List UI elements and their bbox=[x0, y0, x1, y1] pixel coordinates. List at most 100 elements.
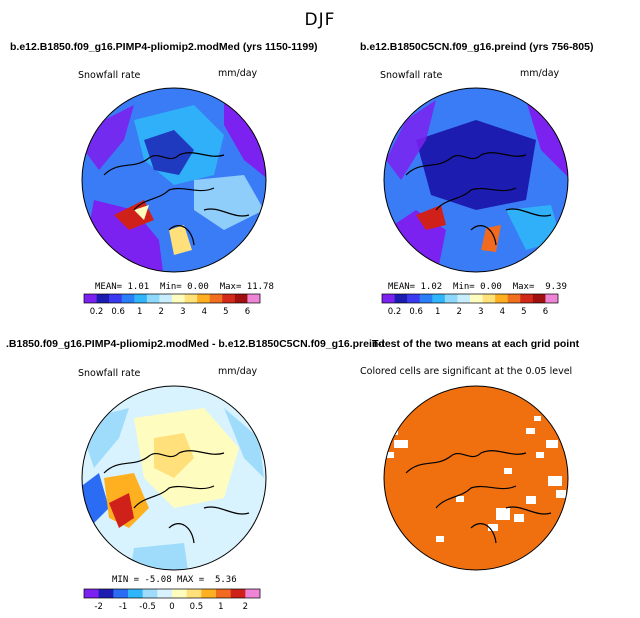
colorbar-tick-label: 2 bbox=[243, 602, 248, 612]
colorbar-tick-label: -1 bbox=[119, 602, 127, 612]
europe-decrease bbox=[84, 408, 129, 468]
colorbar-swatch bbox=[216, 589, 231, 598]
colorbar-swatch bbox=[382, 294, 395, 303]
colorbar-swatch bbox=[146, 294, 160, 303]
colorbar-tick-label: 1 bbox=[218, 602, 223, 612]
units-label: mm/day bbox=[218, 68, 258, 79]
colorbar-swatch bbox=[247, 294, 261, 303]
colorbar-border bbox=[83, 293, 261, 304]
colorbar-tick-label: 0 bbox=[169, 602, 174, 612]
colorbar-tick-label: 0.5 bbox=[190, 602, 204, 612]
stats-line: MEAN= 1.02 Min= 0.00 Max= 9.39 bbox=[388, 282, 567, 292]
europe-low-region bbox=[84, 105, 134, 170]
colorbar-tick-label: 2 bbox=[159, 307, 164, 317]
greenland-high-region bbox=[481, 225, 501, 252]
panel-title: b.e12.B1850C5CN.f09_g16.preind (yrs 756-… bbox=[360, 41, 594, 53]
colorbar-swatch bbox=[157, 589, 173, 598]
colorbar-tick-label: 0.6 bbox=[111, 307, 125, 317]
colorbar-border bbox=[381, 293, 559, 304]
europe-low-region bbox=[386, 100, 436, 180]
panel-title: T-test of the two means at each grid poi… bbox=[372, 338, 580, 350]
colorbar-swatch bbox=[245, 589, 261, 598]
variable-label: Snowfall rate bbox=[380, 70, 443, 81]
colorbar-swatch bbox=[172, 294, 185, 303]
colorbar-swatch bbox=[96, 294, 110, 303]
colorbar: -2 -1 -0.5 0 0.5 1 2 bbox=[83, 588, 261, 612]
polar-map bbox=[81, 385, 267, 571]
colorbar-swatch bbox=[432, 294, 446, 303]
siberia-low-region bbox=[144, 130, 194, 175]
colorbar-swatch bbox=[482, 294, 496, 303]
figure-title: DJF bbox=[304, 10, 336, 30]
colorbar-tick-label: 6 bbox=[245, 307, 250, 317]
colorbar-tick-label: -2 bbox=[94, 602, 102, 612]
colorbar-swatch bbox=[470, 294, 483, 303]
colorbar-swatch bbox=[495, 294, 509, 303]
colorbar-swatch bbox=[201, 589, 217, 598]
alaska-peak-increase bbox=[109, 493, 134, 528]
alaska-high-region bbox=[416, 205, 446, 230]
colorbar-swatch bbox=[113, 589, 129, 598]
greenland-high-region bbox=[169, 225, 192, 255]
colorbar-tick-label: 5 bbox=[521, 307, 526, 317]
pacific-decrease bbox=[129, 543, 189, 570]
map-border bbox=[383, 87, 569, 273]
colorbar-tick-label: 4 bbox=[202, 307, 207, 317]
polar-map bbox=[383, 87, 569, 273]
panel-title: .B1850.f09_g16.PIMP4-pliomip2.modMed - b… bbox=[6, 338, 385, 350]
colorbar-swatch bbox=[128, 589, 143, 598]
colorbar-swatch bbox=[419, 294, 433, 303]
colorbar-tick-label: 1 bbox=[435, 307, 440, 317]
map-border bbox=[81, 87, 267, 273]
colorbar-swatch bbox=[84, 589, 99, 598]
coastlines bbox=[405, 152, 552, 246]
stats-line: MIN = -5.08 MAX = 5.36 bbox=[112, 575, 237, 585]
asia-low-region bbox=[526, 100, 568, 180]
asia-decrease bbox=[224, 408, 264, 478]
colorbar-tick-label: 3 bbox=[478, 307, 483, 317]
colorbar-swatch bbox=[532, 294, 546, 303]
colorbar-tick-label: 4 bbox=[500, 307, 505, 317]
colorbar-swatch bbox=[109, 294, 123, 303]
colorbar-swatch bbox=[407, 294, 421, 303]
coastlines bbox=[405, 450, 552, 544]
significant-field bbox=[384, 386, 568, 570]
colorbar-swatch bbox=[134, 294, 148, 303]
colorbar-tick-label: 0.2 bbox=[388, 307, 402, 317]
colorbar-swatch bbox=[520, 294, 534, 303]
colorbar-tick-label: 5 bbox=[223, 307, 228, 317]
colorbar-tick-label: -0.5 bbox=[139, 602, 156, 612]
polar-map bbox=[81, 87, 267, 273]
colorbar-swatch bbox=[172, 589, 187, 598]
alaska-peak bbox=[134, 205, 149, 220]
colorbar-swatch bbox=[234, 294, 248, 303]
colorbar-swatch bbox=[159, 294, 173, 303]
colorbar-swatch bbox=[222, 294, 236, 303]
colorbar: 0.2 0.6 1 2 3 4 5 6 bbox=[381, 293, 559, 317]
colorbar-tick-label: 0.2 bbox=[90, 307, 104, 317]
stats-line: MEAN= 1.01 Min= 0.00 Max= 11.78 bbox=[95, 282, 274, 292]
asia-low-region bbox=[224, 100, 266, 180]
colorbar-swatch bbox=[98, 589, 114, 598]
colorbar-swatch bbox=[121, 294, 135, 303]
colorbar-tick-label: 0.6 bbox=[409, 307, 423, 317]
colorbar-swatch bbox=[184, 294, 198, 303]
map-border bbox=[383, 385, 569, 571]
colorbar-swatch bbox=[394, 294, 408, 303]
coastlines bbox=[103, 152, 250, 246]
coastlines bbox=[103, 450, 250, 544]
colorbar-tick-label: 6 bbox=[543, 307, 548, 317]
colorbar-swatch bbox=[444, 294, 458, 303]
map-border bbox=[81, 385, 267, 571]
colorbar-tick-label: 3 bbox=[180, 307, 185, 317]
colorbar-tick-label: 1 bbox=[137, 307, 142, 317]
significance-note: Colored cells are significant at the 0.0… bbox=[360, 366, 573, 377]
colorbar-swatch bbox=[197, 294, 211, 303]
panel-title: b.e12.B1850.f09_g16.PIMP4-pliomip2.modMe… bbox=[10, 41, 318, 53]
colorbar-swatch bbox=[186, 589, 202, 598]
colorbar-swatch bbox=[507, 294, 521, 303]
variable-label: Snowfall rate bbox=[78, 70, 141, 81]
units-label: mm/day bbox=[218, 366, 258, 377]
colorbar-swatch bbox=[209, 294, 223, 303]
arctic-low-region bbox=[416, 120, 536, 210]
